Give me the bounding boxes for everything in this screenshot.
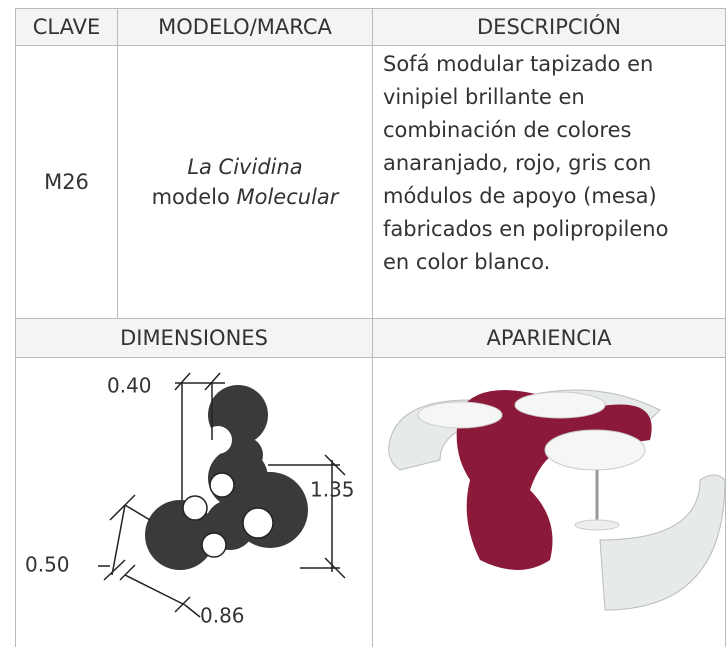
description-line: anaranjado, rojo, gris con [383, 151, 652, 175]
description-line: combinación de colores [383, 118, 632, 142]
header-text: CLAVE [32, 15, 101, 39]
description-line: módulos de apoyo (mesa) [383, 184, 657, 208]
description-line: Sofá modular tapizado en [383, 52, 654, 76]
header-cell: CLAVE [15, 8, 118, 46]
sofa-illustration [388, 389, 726, 611]
header-text: MODELO/MARCA [158, 15, 332, 39]
description-line: en color blanco. [383, 250, 551, 274]
header-text: DESCRIPCIÓN [477, 15, 621, 39]
brand: La Cividina [187, 155, 303, 179]
description-cell: Sofá modular tapizado en vinipiel brillan… [372, 45, 726, 319]
description-line: fabricados en polipropileno [383, 217, 669, 241]
dimension-label: 0.86 [200, 604, 245, 628]
description-line: vinipiel brillante en [383, 85, 585, 109]
dimension-label: 0.40 [107, 374, 152, 398]
dimension-label: 0.50 [25, 553, 70, 577]
section-title: APARIENCIA [486, 326, 612, 350]
section-title: DIMENSIONES [120, 326, 268, 350]
model-cell: La Cividina modelo Molecular [117, 45, 373, 319]
model-line: modelo Molecular [152, 182, 339, 212]
dimension-drawing [98, 372, 346, 618]
model-prefix: modelo [151, 185, 230, 209]
model-name: Molecular [236, 185, 339, 209]
section-header: DIMENSIONES [15, 318, 373, 358]
dimension-label: 1.35 [310, 478, 355, 502]
clave: M26 [44, 170, 89, 194]
header-cell: DESCRIPCIÓN [372, 8, 726, 46]
